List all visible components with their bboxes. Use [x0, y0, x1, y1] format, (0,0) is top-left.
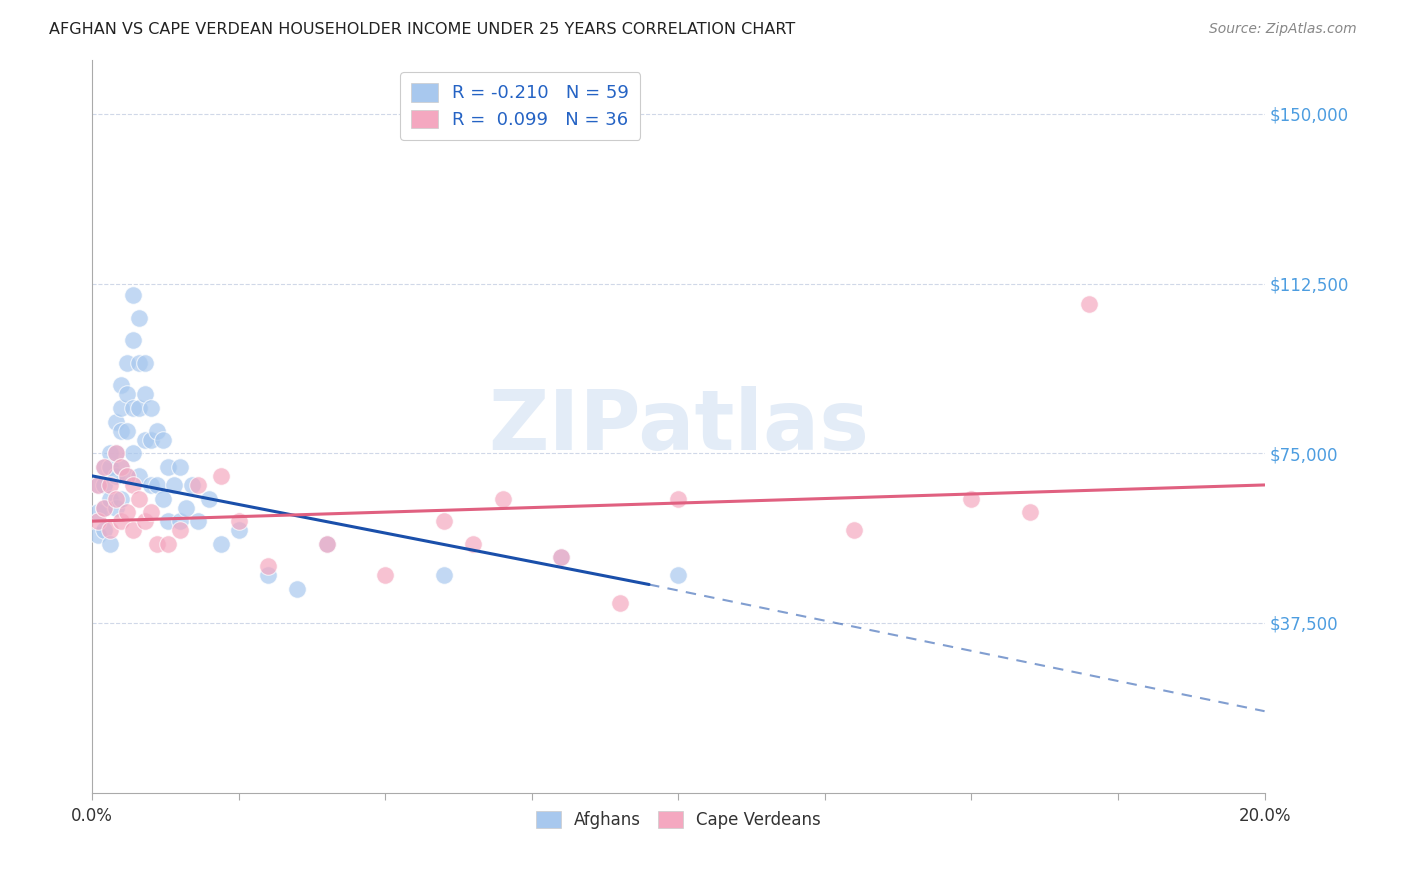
Point — [98, 523, 121, 537]
Point — [145, 478, 167, 492]
Point — [1077, 297, 1099, 311]
Point — [157, 537, 180, 551]
Point — [117, 505, 139, 519]
Point — [209, 537, 232, 551]
Point — [315, 537, 337, 551]
Point — [87, 527, 110, 541]
Point — [110, 491, 132, 506]
Point — [139, 433, 162, 447]
Point — [666, 568, 689, 582]
Point — [228, 514, 250, 528]
Point — [228, 523, 250, 537]
Point — [104, 491, 127, 506]
Point — [844, 523, 866, 537]
Point — [139, 401, 162, 415]
Point — [93, 523, 115, 537]
Point — [110, 514, 132, 528]
Point — [157, 514, 180, 528]
Point — [152, 491, 174, 506]
Point — [491, 491, 513, 506]
Legend: Afghans, Cape Verdeans: Afghans, Cape Verdeans — [529, 804, 828, 836]
Point — [128, 469, 150, 483]
Point — [117, 387, 139, 401]
Point — [98, 537, 121, 551]
Point — [87, 505, 110, 519]
Point — [187, 514, 209, 528]
Point — [104, 500, 127, 515]
Point — [122, 333, 145, 347]
Point — [117, 424, 139, 438]
Point — [209, 469, 232, 483]
Text: AFGHAN VS CAPE VERDEAN HOUSEHOLDER INCOME UNDER 25 YEARS CORRELATION CHART: AFGHAN VS CAPE VERDEAN HOUSEHOLDER INCOM… — [49, 22, 796, 37]
Point — [98, 446, 121, 460]
Point — [1019, 505, 1042, 519]
Point — [87, 514, 110, 528]
Point — [433, 514, 456, 528]
Point — [169, 523, 191, 537]
Point — [157, 459, 180, 474]
Point — [174, 500, 197, 515]
Point — [145, 424, 167, 438]
Point — [609, 596, 631, 610]
Point — [463, 537, 485, 551]
Point — [87, 478, 110, 492]
Point — [163, 478, 186, 492]
Point — [122, 401, 145, 415]
Point — [93, 500, 115, 515]
Point — [98, 459, 121, 474]
Point — [285, 582, 308, 596]
Point — [122, 478, 145, 492]
Point — [122, 288, 145, 302]
Point — [180, 478, 202, 492]
Point — [117, 356, 139, 370]
Point — [315, 537, 337, 551]
Point — [122, 446, 145, 460]
Point — [110, 459, 132, 474]
Point — [104, 469, 127, 483]
Point — [169, 459, 191, 474]
Point — [134, 514, 156, 528]
Point — [117, 469, 139, 483]
Point — [257, 568, 280, 582]
Point — [98, 478, 121, 492]
Point — [104, 446, 127, 460]
Point — [550, 550, 572, 565]
Point — [93, 459, 115, 474]
Point — [122, 523, 145, 537]
Point — [104, 446, 127, 460]
Point — [128, 310, 150, 325]
Point — [257, 559, 280, 574]
Point — [128, 491, 150, 506]
Point — [960, 491, 983, 506]
Point — [145, 537, 167, 551]
Point — [110, 424, 132, 438]
Point — [169, 514, 191, 528]
Point — [117, 469, 139, 483]
Point — [134, 387, 156, 401]
Point — [134, 433, 156, 447]
Text: Source: ZipAtlas.com: Source: ZipAtlas.com — [1209, 22, 1357, 37]
Point — [98, 491, 121, 506]
Point — [110, 378, 132, 392]
Point — [433, 568, 456, 582]
Point — [139, 478, 162, 492]
Point — [128, 401, 150, 415]
Point — [87, 478, 110, 492]
Point — [128, 356, 150, 370]
Point — [139, 505, 162, 519]
Point — [550, 550, 572, 565]
Point — [198, 491, 221, 506]
Text: ZIPatlas: ZIPatlas — [488, 385, 869, 467]
Point — [152, 433, 174, 447]
Point — [187, 478, 209, 492]
Point — [374, 568, 396, 582]
Point — [110, 401, 132, 415]
Point — [93, 459, 115, 474]
Point — [110, 459, 132, 474]
Point — [93, 500, 115, 515]
Point — [104, 415, 127, 429]
Point — [134, 356, 156, 370]
Point — [666, 491, 689, 506]
Point — [93, 478, 115, 492]
